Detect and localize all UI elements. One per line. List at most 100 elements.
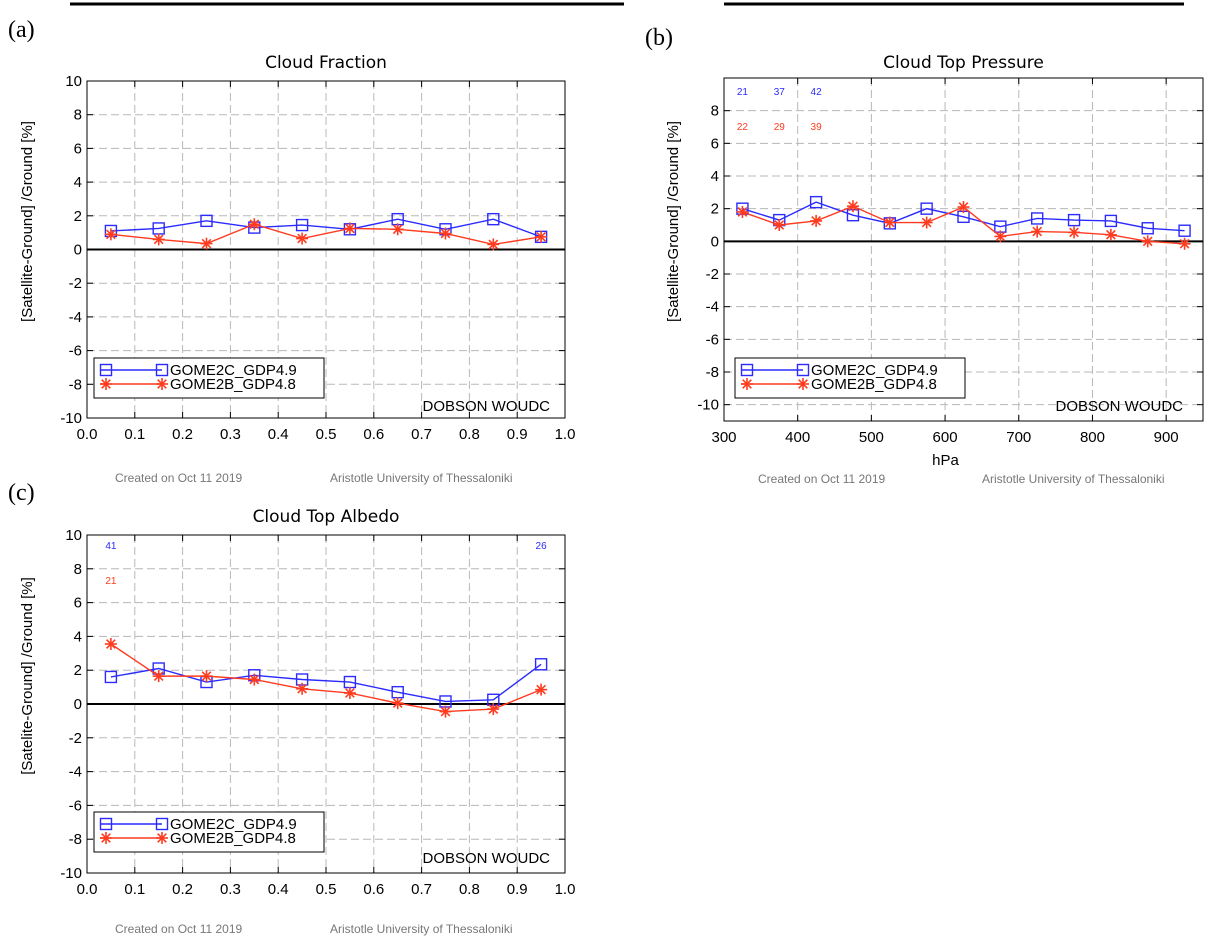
y-tick-label: -6 bbox=[69, 343, 82, 360]
data-point bbox=[1104, 228, 1117, 241]
x-tick-label: 0.2 bbox=[172, 426, 193, 443]
x-tick-label: 0.3 bbox=[220, 426, 241, 443]
y-tick-label: -2 bbox=[706, 266, 719, 283]
y-axis-label: [Satellite-Ground] /Ground [%] bbox=[19, 121, 36, 322]
legend-box bbox=[734, 357, 966, 399]
legend-marker bbox=[99, 363, 113, 377]
data-point bbox=[810, 214, 823, 227]
data-point bbox=[487, 212, 500, 226]
y-tick-label: 2 bbox=[711, 201, 719, 218]
data-point bbox=[343, 687, 356, 700]
data-point bbox=[1067, 213, 1081, 227]
footer-institution: Aristotle University of Thessaloniki bbox=[330, 922, 513, 936]
data-point bbox=[920, 202, 933, 215]
data-point bbox=[104, 228, 117, 241]
y-tick-label: 2 bbox=[74, 662, 82, 679]
x-tick-label: 0.4 bbox=[268, 881, 289, 898]
chart-panel-2: (b) Cloud Top Pressure 300 400 500 600 700 800 9… bbox=[645, 25, 1204, 486]
count-label-blue: 26 bbox=[536, 541, 548, 552]
x-tick-label: 0.4 bbox=[268, 426, 289, 443]
legend-label: GOME2B_GDP4.8 bbox=[170, 830, 296, 847]
y-tick-label: 6 bbox=[74, 140, 82, 157]
data-point bbox=[773, 219, 786, 231]
data-point bbox=[1031, 225, 1044, 238]
x-tick-label: 0.2 bbox=[172, 881, 193, 898]
legend-marker bbox=[796, 363, 810, 377]
series-line bbox=[742, 201, 1185, 232]
footer-institution: Aristotle University of Thessaloniki bbox=[330, 471, 513, 485]
y-tick-label: -4 bbox=[69, 309, 82, 326]
y-tick-label: 10 bbox=[65, 73, 82, 90]
y-tick-label: -8 bbox=[69, 831, 82, 848]
x-tick-label: 600 bbox=[933, 429, 958, 446]
legend-box bbox=[93, 811, 325, 853]
x-tick-label: 0.3 bbox=[220, 881, 241, 898]
data-point bbox=[152, 233, 165, 246]
legend-marker bbox=[100, 832, 112, 844]
data-point bbox=[487, 238, 500, 251]
legend-label: GOME2B_GDP4.8 bbox=[811, 376, 937, 393]
footer-institution: Aristotle University of Thessaloniki bbox=[982, 472, 1165, 486]
data-point bbox=[1104, 214, 1118, 228]
legend-box bbox=[93, 357, 325, 399]
chart-panel-3: (c) Cloud Top Albedo 0.0 0.1 0.2 0.3 0.4 0.5 0.6… bbox=[8, 480, 575, 936]
data-point bbox=[200, 237, 213, 250]
panel-label: (c) bbox=[8, 480, 35, 506]
x-tick-label: 1.0 bbox=[555, 426, 576, 443]
data-point bbox=[343, 222, 356, 235]
data-point bbox=[152, 670, 165, 683]
data-point bbox=[248, 218, 261, 231]
y-tick-label: -8 bbox=[69, 376, 82, 393]
chart-panel-1: (a) Cloud Fraction 0.0 0.1 0.2 0.3 0.4 0.5 0.6 0.… bbox=[8, 17, 575, 485]
station-label: DOBSON WOUDC bbox=[423, 398, 551, 415]
data-point bbox=[809, 195, 823, 209]
count-label-red: 29 bbox=[774, 122, 786, 133]
chart-title: Cloud Top Albedo bbox=[253, 507, 400, 527]
data-point bbox=[439, 705, 452, 718]
chart-title: Cloud Top Pressure bbox=[883, 53, 1044, 73]
x-tick-label: 0.5 bbox=[316, 881, 337, 898]
station-label: DOBSON WOUDC bbox=[1056, 398, 1184, 415]
legend-label: GOME2C_GDP4.9 bbox=[811, 362, 938, 379]
series-line bbox=[110, 223, 542, 246]
data-point bbox=[1141, 235, 1154, 248]
data-point bbox=[104, 638, 117, 651]
data-point bbox=[1178, 224, 1191, 237]
legend-label: GOME2C_GDP4.9 bbox=[170, 816, 297, 833]
count-label-blue: 41 bbox=[105, 541, 117, 552]
series-line bbox=[110, 643, 542, 713]
x-tick-label: 300 bbox=[711, 429, 736, 446]
data-point bbox=[957, 201, 970, 214]
data-point bbox=[994, 230, 1007, 243]
legend-marker bbox=[155, 363, 169, 377]
data-point bbox=[535, 683, 548, 696]
count-label-blue: 42 bbox=[811, 87, 823, 98]
x-tick-label: 0.7 bbox=[411, 881, 432, 898]
y-axis-label: [Satelite-Ground] /Ground [%] bbox=[19, 577, 36, 775]
series-line bbox=[110, 663, 542, 703]
legend-label: GOME2B_GDP4.8 bbox=[170, 376, 296, 393]
legend-marker bbox=[100, 378, 112, 390]
data-point bbox=[391, 223, 404, 236]
y-tick-label: -2 bbox=[69, 730, 82, 747]
y-tick-label: -6 bbox=[706, 331, 719, 348]
x-tick-label: 0.6 bbox=[363, 881, 384, 898]
station-label: DOBSON WOUDC bbox=[423, 850, 551, 867]
y-axis-label: [Satellite-Ground] /Ground [%] bbox=[665, 121, 682, 322]
y-tick-label: 8 bbox=[74, 561, 82, 578]
y-tick-label: -10 bbox=[60, 865, 82, 882]
data-point bbox=[1178, 237, 1191, 250]
data-point bbox=[295, 218, 309, 232]
count-label-red: 21 bbox=[105, 576, 117, 587]
series-red bbox=[104, 218, 548, 251]
legend-marker bbox=[740, 363, 754, 377]
y-tick-label: 0 bbox=[74, 242, 82, 259]
x-tick-label: 900 bbox=[1154, 429, 1179, 446]
plot-frame bbox=[723, 77, 1204, 422]
count-label-blue: 21 bbox=[737, 87, 749, 98]
x-tick-label: 700 bbox=[1006, 429, 1031, 446]
x-tick-label: 800 bbox=[1080, 429, 1105, 446]
count-label-red: 22 bbox=[737, 122, 749, 133]
